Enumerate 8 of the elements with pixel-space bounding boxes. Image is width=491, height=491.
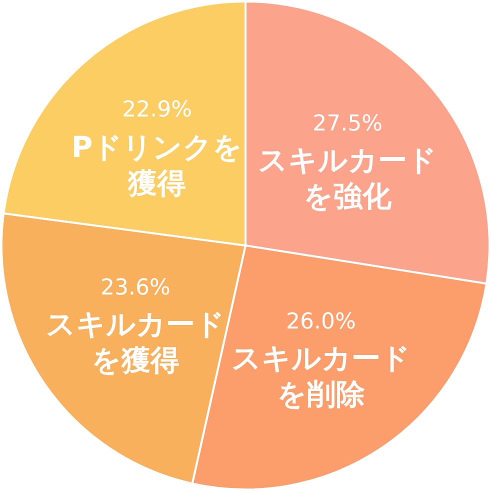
- slice-label: スキルカードを削除: [230, 340, 411, 412]
- slice-label: スキルカードを強化: [258, 142, 438, 214]
- data-label: 23.6%: [100, 275, 170, 300]
- data-label: 26.0%: [286, 309, 356, 334]
- slice-label: Pドリンクを獲得: [70, 128, 244, 201]
- data-label: 27.5%: [312, 111, 382, 136]
- data-label: 22.9%: [122, 98, 192, 123]
- slice-label: スキルカードを獲得: [45, 306, 226, 378]
